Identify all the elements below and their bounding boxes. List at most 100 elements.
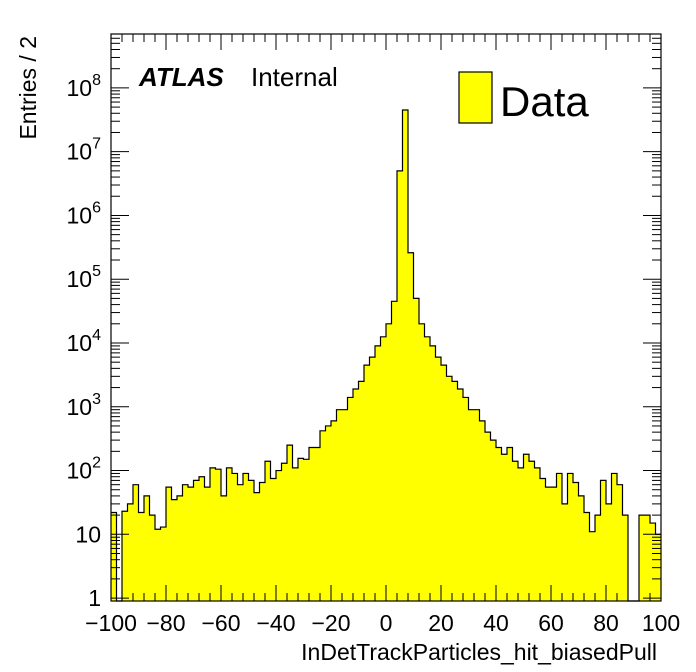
histogram-bin	[397, 170, 403, 601]
histogram-bin	[430, 345, 436, 601]
x-tick-label: 0	[380, 610, 393, 636]
histogram-bin	[199, 476, 205, 601]
histogram-bin	[314, 447, 321, 601]
histogram-bin	[281, 463, 288, 601]
histogram-bin	[182, 484, 189, 601]
histogram-bin	[232, 473, 238, 601]
histogram-bin	[496, 447, 502, 601]
internal-label: Internal	[251, 62, 338, 92]
histogram-bin	[463, 397, 469, 601]
histogram-bin	[292, 467, 299, 601]
histogram-bin	[298, 458, 304, 601]
histogram-bin	[534, 467, 541, 601]
x-tick-label: −40	[256, 610, 295, 636]
histogram-bin	[424, 336, 431, 601]
y-tick-label: 102	[67, 455, 102, 484]
histogram-bin	[650, 523, 656, 601]
histogram-bin	[386, 323, 392, 601]
histogram-bin	[490, 440, 497, 601]
histogram-bin	[364, 365, 370, 601]
histogram-bin	[270, 478, 277, 601]
histogram-bin	[556, 473, 563, 601]
histogram-bin	[237, 484, 244, 601]
histogram-bin	[551, 487, 557, 601]
histogram-bin	[402, 110, 409, 601]
histogram-bin	[303, 459, 310, 601]
y-tick-label: 107	[67, 136, 102, 165]
histogram-bin	[567, 473, 574, 601]
histogram-bin	[204, 487, 211, 601]
histogram-bars	[111, 110, 662, 601]
histogram-bin	[111, 512, 117, 601]
histogram-bin	[507, 447, 513, 601]
histogram-bin	[193, 480, 200, 601]
histogram-bin	[254, 492, 260, 601]
histogram-bin	[358, 381, 365, 601]
histogram-bin	[325, 425, 332, 601]
histogram-bin	[347, 397, 354, 601]
histogram-bin	[622, 515, 629, 601]
histogram-bin	[287, 445, 293, 601]
histogram-bin	[441, 365, 447, 601]
x-axis-title: InDetTrackParticles_hit_biasedPull	[301, 639, 657, 665]
histogram-bin	[215, 469, 222, 601]
histogram-bin	[501, 454, 508, 601]
histogram-bin	[309, 447, 315, 601]
histogram-bin	[122, 511, 128, 601]
histogram-bin	[529, 461, 535, 601]
histogram-bin	[138, 512, 145, 601]
histogram-bin	[210, 467, 216, 601]
histogram-bin	[446, 376, 453, 601]
legend-swatch	[458, 71, 493, 124]
x-tick-labels: −100 −80 −60 −40 −20 0 20 40 60 80 100	[85, 610, 680, 636]
x-tick-label: 20	[428, 610, 454, 636]
histogram-bin	[485, 432, 491, 601]
histogram-bin	[265, 461, 271, 601]
histogram-bin	[177, 495, 183, 601]
histogram-bin	[221, 495, 227, 601]
atlas-label: ATLAS	[138, 62, 224, 92]
x-tick-label: 80	[593, 610, 619, 636]
histogram-bin	[600, 480, 607, 601]
histogram-bin	[171, 499, 178, 601]
histogram-bin	[160, 527, 167, 601]
histogram-bin	[413, 298, 420, 601]
histogram-bin	[408, 252, 414, 601]
histogram-bin	[595, 515, 601, 601]
histogram-bin	[562, 503, 568, 601]
histogram-bin	[226, 467, 233, 601]
histogram-bin	[540, 478, 546, 601]
histogram-bin	[474, 409, 480, 601]
x-tick-label: 40	[483, 610, 509, 636]
histogram-bin	[188, 487, 194, 601]
x-tick-label: 100	[642, 610, 680, 636]
histogram-bin	[369, 357, 376, 601]
histogram-bin	[644, 515, 651, 601]
histogram-bin	[523, 454, 530, 601]
histogram-bin	[149, 515, 156, 601]
x-tick-label: −80	[146, 610, 185, 636]
x-tick-label: −100	[85, 610, 137, 636]
x-tick-label: −20	[311, 610, 350, 636]
histogram-bin	[391, 301, 398, 601]
histogram-bin	[380, 336, 387, 601]
histogram-outline	[111, 109, 661, 602]
axis-ticks	[110, 33, 662, 601]
x-tick-label: 60	[538, 610, 564, 636]
y-tick-label: 108	[67, 72, 102, 101]
histogram-bin	[353, 388, 359, 601]
histogram-bin	[375, 345, 381, 601]
histogram-bin	[248, 480, 255, 601]
y-tick-label: 1	[88, 585, 101, 611]
histogram-bin	[573, 482, 579, 601]
histogram-bin	[578, 495, 585, 601]
histogram-bin	[127, 503, 134, 601]
histogram-bin	[606, 503, 612, 601]
histogram-bin	[133, 484, 139, 601]
histogram-bin	[342, 409, 348, 601]
x-tick-label: −60	[201, 610, 240, 636]
histogram-bin	[639, 515, 645, 601]
histogram-bin	[518, 467, 524, 601]
histogram-bin	[617, 484, 623, 601]
